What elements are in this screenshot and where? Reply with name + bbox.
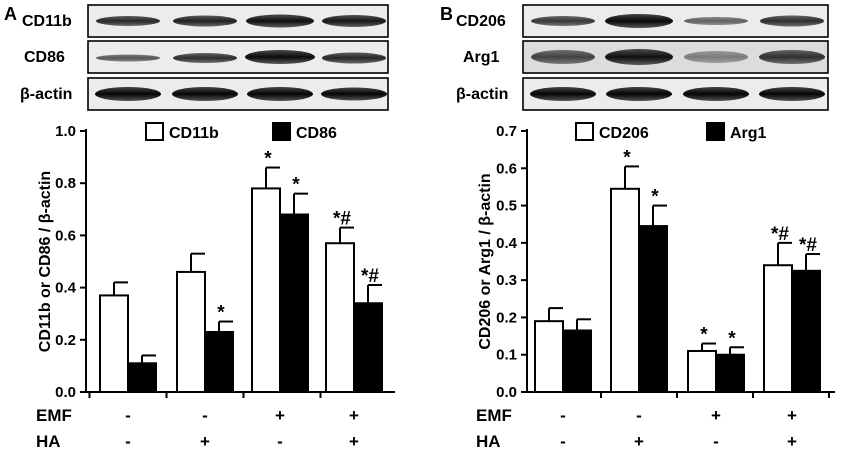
condition-value: -	[560, 432, 566, 451]
bar-cd206	[763, 264, 793, 394]
condition-label-emf: EMF	[476, 406, 512, 425]
condition-label-ha: HA	[476, 432, 501, 451]
y-tick-label: 0.7	[496, 123, 517, 140]
blot-label-beta-actin-a: β-actin	[20, 86, 72, 103]
legend-label: Arg1	[730, 125, 767, 142]
condition-value: -	[125, 406, 131, 425]
y-tick-label: 0.1	[496, 347, 517, 364]
condition-value: +	[711, 406, 721, 425]
significance-mark: *	[728, 328, 736, 349]
condition-value: +	[787, 432, 797, 451]
blot-label-beta-actin-b: β-actin	[456, 86, 508, 103]
significance-mark: *#	[333, 209, 351, 230]
significance-mark: *	[651, 187, 659, 208]
panel-label-b: B	[440, 4, 453, 24]
condition-value: +	[634, 432, 644, 451]
western-blot-cd11b	[87, 4, 389, 38]
y-tick-label: 0.6	[55, 227, 76, 244]
significance-mark: *	[700, 325, 708, 346]
bar-cd86	[353, 302, 383, 394]
y-tick-label: 0.4	[496, 235, 518, 252]
legend-label: CD206	[599, 125, 649, 142]
bar-cd86	[127, 362, 157, 394]
significance-mark: *#	[361, 266, 379, 287]
bar-cd206	[687, 349, 717, 394]
y-tick-label: 0.0	[55, 384, 76, 401]
condition-value: -	[560, 406, 566, 425]
significance-mark: *#	[771, 224, 789, 245]
y-tick-label: 1.0	[55, 123, 76, 140]
bar-cd11b	[251, 187, 281, 393]
western-blot-beta-actin-a	[87, 77, 389, 111]
significance-mark: *	[623, 147, 631, 168]
bar-cd206	[534, 320, 564, 393]
panel-label-a: A	[4, 4, 17, 24]
bar-arg1	[791, 269, 821, 394]
condition-value: +	[787, 406, 797, 425]
bar-cd206	[610, 187, 640, 393]
legend-swatch	[145, 122, 164, 141]
condition-label-emf: EMF	[36, 406, 72, 425]
legend-label: CD11b	[169, 125, 219, 142]
western-blot-cd86	[87, 40, 389, 74]
condition-value: -	[636, 406, 642, 425]
bar-arg1	[715, 353, 745, 394]
y-tick-label: 0.4	[55, 280, 77, 297]
condition-label-ha: HA	[36, 432, 61, 451]
condition-table: EMF - - + + EMF - - + + HA - + - + HA - + - +	[36, 406, 797, 451]
y-axis-label: CD206 or Arg1 / β-actin	[477, 173, 494, 349]
blot-label-cd11b: CD11b	[22, 13, 72, 30]
y-tick-label: 0.2	[496, 309, 517, 326]
bar-arg1	[562, 329, 592, 394]
blot-label-cd206: CD206	[456, 13, 506, 30]
significance-mark: *#	[799, 235, 817, 256]
bar-chart-b: 0.0 0.1 0.2 0.3 0.4 0.5 0.6 0.7 CD206 or Arg1 / …	[477, 122, 835, 401]
bar-chart-a: 0.0 0.2 0.4 0.6 0.8 1.0 CD11b or CD86 / β-acti…	[37, 122, 395, 401]
bar-arg1	[638, 225, 668, 393]
condition-value: +	[349, 432, 359, 451]
condition-value: -	[277, 432, 283, 451]
bar-cd11b	[325, 242, 355, 393]
y-tick-label: 0.5	[496, 198, 517, 215]
y-tick-label: 0.6	[496, 160, 517, 177]
y-tick-label: 0.3	[496, 272, 517, 289]
legend-swatch	[706, 122, 725, 141]
bar-cd86	[204, 330, 234, 393]
significance-mark: *	[292, 175, 300, 196]
bar-cd86	[279, 213, 309, 393]
condition-value: -	[125, 432, 131, 451]
condition-value: +	[200, 432, 210, 451]
condition-value: -	[202, 406, 208, 425]
y-axis-label: CD11b or CD86 / β-actin	[37, 171, 54, 352]
condition-value: +	[275, 406, 285, 425]
legend-swatch	[272, 122, 291, 141]
condition-value: -	[713, 432, 719, 451]
y-tick-label: 0.0	[496, 384, 517, 401]
legend-swatch	[575, 122, 594, 141]
bar-cd11b	[99, 294, 129, 393]
western-blot-cd206	[522, 4, 829, 38]
significance-mark: *	[217, 303, 225, 324]
blot-label-arg1: Arg1	[463, 49, 500, 66]
significance-mark: *	[264, 149, 272, 170]
legend-label: CD86	[296, 125, 337, 142]
western-blot-arg1	[522, 40, 829, 74]
y-tick-label: 0.2	[55, 332, 76, 349]
y-tick-label: 0.8	[55, 175, 76, 192]
blot-label-cd86: CD86	[24, 49, 65, 66]
western-blot-beta-actin-b	[522, 77, 829, 111]
condition-value: +	[349, 406, 359, 425]
bar-cd11b	[176, 270, 206, 393]
